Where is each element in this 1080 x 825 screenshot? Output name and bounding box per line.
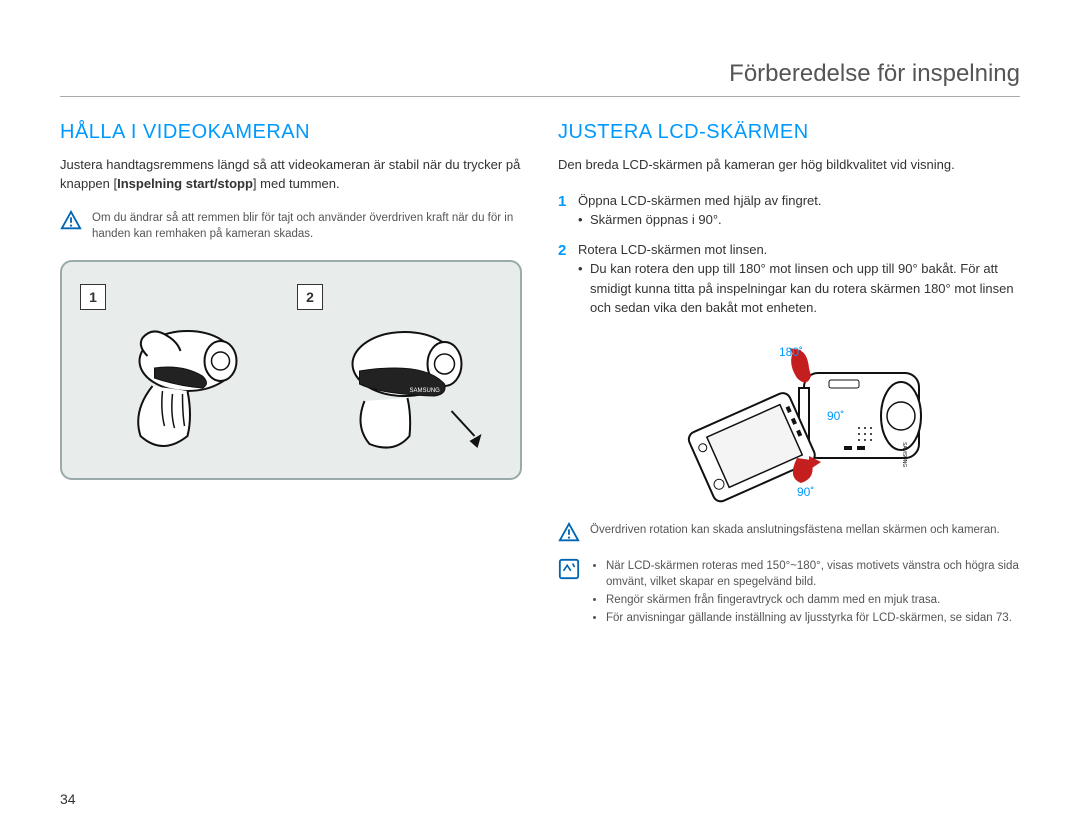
- step-1-main: Öppna LCD-skärmen med hjälp av fingret.: [578, 191, 1020, 211]
- right-column: JUSTERA LCD-SKÄRMEN Den breda LCD-skärme…: [558, 121, 1020, 642]
- left-warning-text: Om du ändrar så att remmen blir för tajt…: [92, 210, 522, 242]
- left-intro: Justera handtagsremmens längd så att vid…: [60, 156, 522, 194]
- illus-number-2: 2: [297, 284, 323, 310]
- step-list: 1 Öppna LCD-skärmen med hjälp av fingret…: [558, 191, 1020, 318]
- right-heading: JUSTERA LCD-SKÄRMEN: [558, 121, 1020, 144]
- right-intro: Den breda LCD-skärmen på kameran ger hög…: [558, 156, 1020, 175]
- tip-1: Rengör skärmen från fingeravtryck och da…: [606, 592, 1020, 608]
- right-warning-text: Överdriven rotation kan skada anslutning…: [590, 522, 1000, 544]
- two-column-layout: HÅLLA I VIDEOKAMERAN Justera handtagsrem…: [60, 121, 1020, 642]
- right-tips-box: När LCD-skärmen roteras med 150°~180°, v…: [558, 558, 1020, 628]
- tip-2: För anvisningar gällande inställning av …: [606, 610, 1020, 626]
- left-heading: HÅLLA I VIDEOKAMERAN: [60, 121, 522, 144]
- svg-text:SAMSUNG: SAMSUNG: [901, 442, 907, 467]
- step-2-num: 2: [558, 240, 578, 318]
- left-warning-box: Om du ändrar så att remmen blir för tajt…: [60, 210, 522, 242]
- step-1-num: 1: [558, 191, 578, 230]
- step-2-sub-0: Du kan rotera den upp till 180° mot lins…: [578, 259, 1020, 318]
- angle-180-label: 180˚: [779, 345, 803, 359]
- page-number: 34: [60, 791, 76, 807]
- step-1: 1 Öppna LCD-skärmen med hjälp av fingret…: [558, 191, 1020, 230]
- svg-text:SAMSUNG: SAMSUNG: [410, 388, 441, 394]
- warning-icon: [60, 210, 82, 232]
- step-1-sub-0: Skärmen öppnas i 90°.: [578, 210, 1020, 230]
- intro-bold: Inspelning start/stopp: [117, 176, 253, 191]
- angle-90b-label: 90˚: [797, 485, 814, 499]
- left-column: HÅLLA I VIDEOKAMERAN Justera handtagsrem…: [60, 121, 522, 642]
- intro-post: ] med tummen.: [253, 176, 340, 191]
- right-tips-text: När LCD-skärmen roteras med 150°~180°, v…: [590, 558, 1020, 628]
- tip-0: När LCD-skärmen roteras med 150°~180°, v…: [606, 558, 1020, 590]
- left-illustration-box: 1 2: [60, 260, 522, 480]
- hand-strap-drawing-2: SAMSUNG: [297, 316, 502, 456]
- illus-number-1: 1: [80, 284, 106, 310]
- illus-2: 2 SAMSUNG: [297, 284, 502, 456]
- warning-icon: [558, 522, 580, 544]
- angle-90a-label: 90˚: [827, 409, 844, 423]
- camera-rotation-figure: 180˚ 90˚ 90˚ SAMSUNG: [558, 328, 1020, 508]
- step-2-main: Rotera LCD-skärmen mot linsen.: [578, 240, 1020, 260]
- illus-1: 1: [80, 284, 285, 456]
- hand-strap-drawing-1: [80, 316, 285, 456]
- right-warning-box: Överdriven rotation kan skada anslutning…: [558, 522, 1020, 544]
- section-header: Förberedelse för inspelning: [60, 60, 1020, 97]
- info-icon: [558, 558, 580, 580]
- manual-page: Förberedelse för inspelning HÅLLA I VIDE…: [0, 0, 1080, 825]
- step-2: 2 Rotera LCD-skärmen mot linsen. Du kan …: [558, 240, 1020, 318]
